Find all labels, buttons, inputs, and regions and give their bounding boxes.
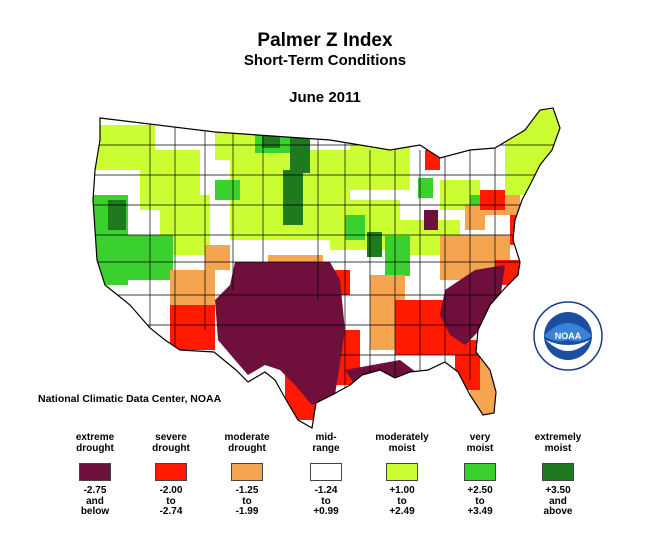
legend-swatch — [464, 463, 496, 481]
legend-range-line3: below — [80, 506, 110, 517]
us-outline — [92, 107, 561, 429]
legend-heading-line1: mid- — [315, 432, 337, 443]
legend-item: extreme drought -2.75 and below — [55, 432, 135, 518]
legend-heading-line2: drought — [152, 443, 190, 454]
legend-range-line1: +1.00 — [389, 485, 415, 496]
credit-text: National Climatic Data Center, NOAA — [38, 393, 222, 405]
legend-range-line2: and — [549, 495, 567, 507]
legend-range-line3: -2.74 — [159, 506, 183, 517]
noaa-logo-text: NOAA — [555, 331, 582, 341]
legend-range-line1: -1.24 — [314, 485, 338, 496]
legend-range-line3: +3.49 — [467, 506, 493, 517]
legend-range-line3: +2.49 — [389, 506, 415, 517]
legend-range-line2: to — [475, 495, 485, 507]
legend-heading-line2: moist — [544, 443, 572, 454]
map-subtitle: Short-Term Conditions — [243, 52, 407, 69]
legend-range-line2: and — [86, 495, 104, 507]
legend-heading-line1: extremely — [534, 432, 582, 443]
legend-heading-line2: range — [312, 443, 340, 454]
state-boundaries — [93, 110, 560, 395]
legend-range-line3: +0.99 — [313, 506, 339, 517]
legend-range-line2: to — [166, 495, 176, 507]
legend-item: extremely moist +3.50 and above — [518, 432, 598, 518]
legend-heading-line2: drought — [228, 443, 266, 454]
legend-swatch — [310, 463, 342, 481]
legend-swatch — [231, 463, 263, 481]
legend-item: moderately moist +1.00 to +2.49 — [362, 432, 442, 518]
legend-range-line1: +2.50 — [467, 485, 493, 496]
legend-heading-line2: drought — [76, 443, 114, 454]
legend-range-line1: +3.50 — [545, 485, 571, 496]
legend-item: severe drought -2.00 to -2.74 — [131, 432, 211, 518]
legend-heading-line1: moderately — [375, 432, 429, 443]
legend-item: very moist +2.50 to +3.49 — [440, 432, 520, 518]
legend-swatch — [386, 463, 418, 481]
legend-heading-line1: moderate — [224, 432, 270, 443]
legend-range-line3: -1.99 — [235, 506, 259, 517]
noaa-logo: NOAA — [533, 301, 603, 371]
map-title: Palmer Z Index — [257, 30, 393, 51]
legend-heading-line1: very — [469, 432, 491, 443]
legend-range-line2: to — [397, 495, 407, 507]
legend-item: moderate drought -1.25 to -1.99 — [207, 432, 287, 518]
climate-division-fills — [93, 110, 560, 420]
legend-range-line1: -2.00 — [159, 485, 183, 496]
legend-heading-line2: moist — [466, 443, 494, 454]
legend-range-line2: to — [242, 495, 252, 507]
legend-range-line1: -1.25 — [235, 485, 259, 496]
legend-item: mid-range -1.24 to +0.99 — [286, 432, 366, 518]
legend-swatch — [79, 463, 111, 481]
legend-range-line1: -2.75 — [83, 485, 107, 496]
legend-heading-line2: moist — [388, 443, 416, 454]
legend-swatch — [155, 463, 187, 481]
us-map-body — [92, 107, 561, 429]
legend-heading-line1: severe — [155, 432, 187, 443]
legend-swatch — [542, 463, 574, 481]
legend-heading-line1: extreme — [75, 432, 115, 443]
map-period: June 2011 — [289, 89, 361, 106]
legend-range-line3: above — [543, 506, 573, 517]
legend-range-line2: to — [321, 495, 331, 507]
